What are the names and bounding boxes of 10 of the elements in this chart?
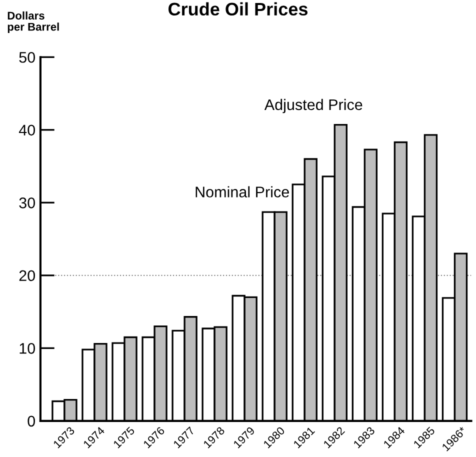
chart-title: Crude Oil Prices <box>168 2 308 16</box>
series-label: Adjusted Price <box>264 98 362 114</box>
y-tick-label: 20 <box>19 270 36 282</box>
y-tick-label: 30 <box>19 198 36 208</box>
y-tick-label: 0 <box>28 416 35 427</box>
y-tick-label: 10 <box>20 343 36 354</box>
series-label: Nominal Price <box>196 186 289 198</box>
y-tick-label: 50 <box>19 52 36 63</box>
y-axis-title: Dollars per Barrel <box>8 11 59 33</box>
y-tick-label: 40 <box>18 124 36 136</box>
